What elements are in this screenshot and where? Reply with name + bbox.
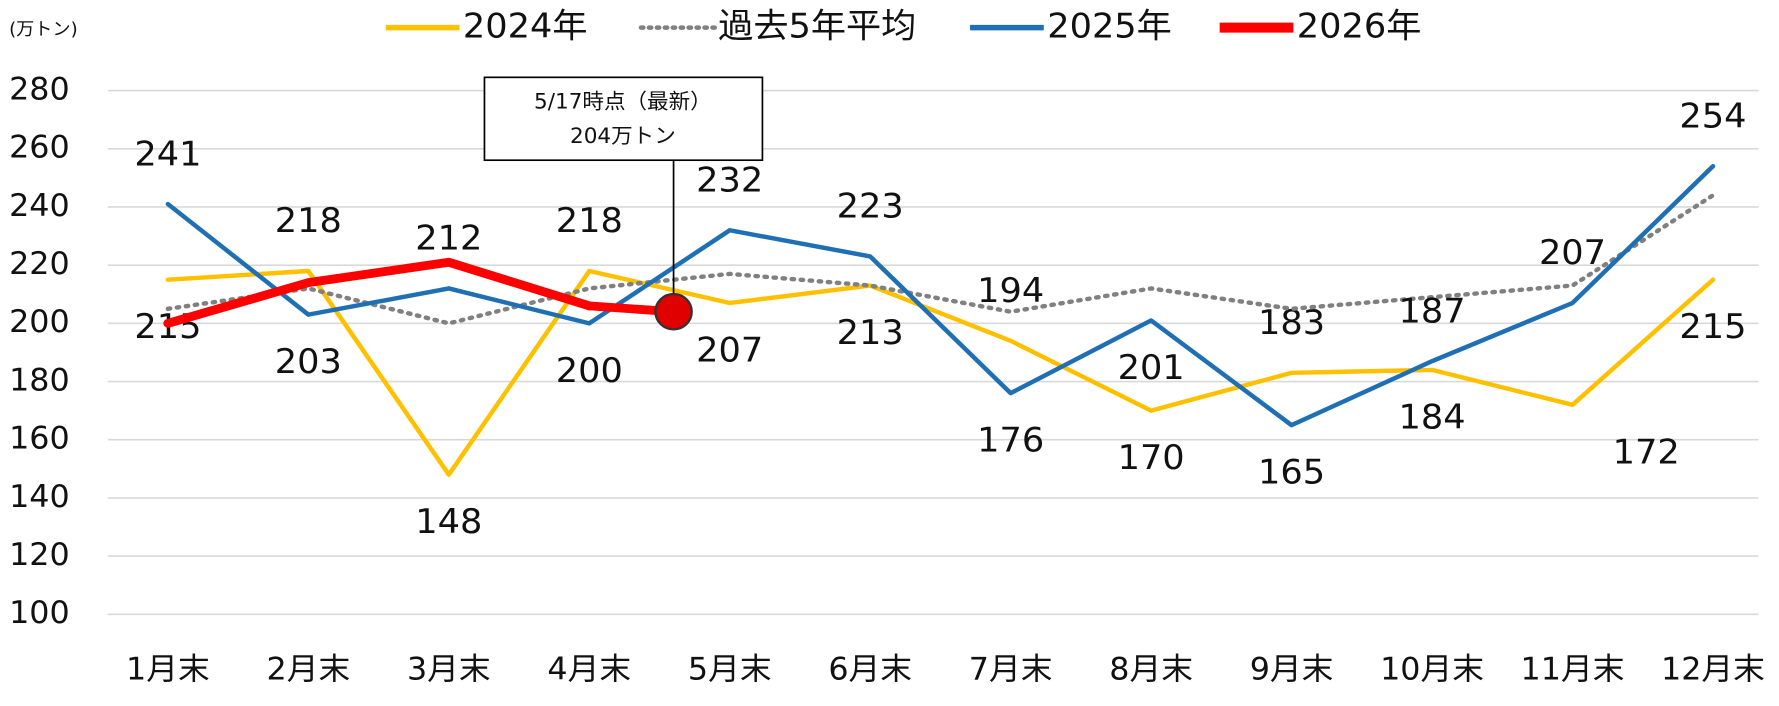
x-tick-label: 4月末 bbox=[547, 652, 631, 688]
series-line bbox=[165, 193, 1716, 326]
series-0 bbox=[165, 268, 1716, 477]
callout-text: 204万トン bbox=[570, 124, 676, 149]
series-line bbox=[165, 164, 1716, 428]
series-line bbox=[165, 268, 1716, 477]
x-tick-label: 9月末 bbox=[1250, 652, 1334, 688]
data-label: 203 bbox=[275, 343, 342, 382]
series-3 bbox=[163, 257, 594, 328]
x-tick-label: 7月末 bbox=[969, 652, 1053, 688]
y-tick-label: 280 bbox=[9, 72, 70, 108]
x-tick-label: 12月末 bbox=[1661, 652, 1765, 688]
y-tick-label: 220 bbox=[9, 246, 70, 282]
x-tick-label: 6月末 bbox=[828, 652, 912, 688]
y-tick-label: 240 bbox=[9, 188, 70, 224]
data-label: 218 bbox=[275, 202, 342, 241]
data-label: 207 bbox=[696, 331, 763, 370]
legend-label: 2026年 bbox=[1297, 7, 1422, 46]
y-tick-label: 100 bbox=[9, 596, 70, 632]
legend-label: 2025年 bbox=[1047, 7, 1172, 46]
data-label: 241 bbox=[134, 135, 201, 174]
x-tick-label: 1月末 bbox=[126, 652, 210, 688]
legend-label: 過去5年平均 bbox=[718, 7, 916, 46]
data-label: 176 bbox=[977, 421, 1044, 460]
data-label: 254 bbox=[1679, 97, 1746, 136]
data-label: 215 bbox=[1679, 308, 1746, 347]
data-label: 172 bbox=[1613, 433, 1680, 472]
data-label: 187 bbox=[1398, 292, 1465, 331]
data-label: 170 bbox=[1118, 439, 1185, 478]
latest-marker bbox=[654, 292, 693, 331]
x-tick-label: 11月末 bbox=[1521, 652, 1625, 688]
unit-label: (万トン) bbox=[9, 19, 78, 40]
y-tick-label: 140 bbox=[9, 479, 70, 515]
data-label: 212 bbox=[415, 219, 482, 258]
y-tick-label: 180 bbox=[9, 363, 70, 399]
series-line bbox=[163, 257, 594, 328]
x-tick-label: 5月末 bbox=[688, 652, 772, 688]
data-label: 148 bbox=[415, 503, 482, 542]
data-label: 201 bbox=[1118, 348, 1185, 387]
data-label: 184 bbox=[1398, 398, 1465, 437]
data-label: 207 bbox=[1539, 234, 1606, 273]
y-tick-label: 200 bbox=[9, 305, 70, 341]
y-tick-label: 120 bbox=[9, 537, 70, 573]
y-tick-label: 160 bbox=[9, 421, 70, 457]
data-label: 232 bbox=[696, 161, 763, 200]
data-label: 194 bbox=[977, 271, 1044, 310]
data-label: 223 bbox=[837, 187, 904, 226]
series-1 bbox=[165, 193, 1716, 326]
legend-label: 2024年 bbox=[463, 7, 588, 46]
data-label: 165 bbox=[1258, 453, 1325, 492]
data-label: 200 bbox=[556, 351, 623, 390]
callout-box bbox=[483, 76, 764, 162]
series-2 bbox=[165, 164, 1716, 428]
x-tick-label: 8月末 bbox=[1109, 652, 1193, 688]
callout-text: 5/17時点（最新） bbox=[534, 90, 712, 115]
x-tick-label: 10月末 bbox=[1380, 652, 1484, 688]
x-tick-label: 2月末 bbox=[267, 652, 351, 688]
y-tick-label: 260 bbox=[9, 130, 70, 166]
data-label: 183 bbox=[1258, 303, 1325, 342]
data-label: 218 bbox=[556, 202, 623, 241]
data-label: 213 bbox=[837, 313, 904, 352]
x-tick-label: 3月末 bbox=[407, 652, 491, 688]
